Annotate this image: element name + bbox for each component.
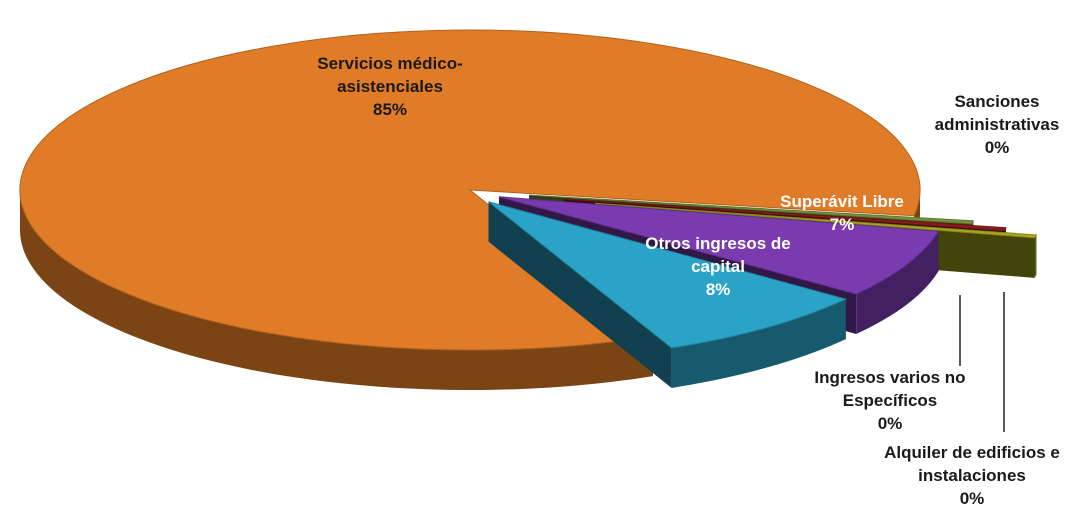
slice <box>19 29 921 351</box>
data-label: Otros ingresos de capital 8% <box>643 232 793 301</box>
slice-name: Alquiler de edificios e instalaciones <box>884 443 1060 485</box>
slice-value: 7% <box>829 215 855 234</box>
slice <box>488 201 848 349</box>
slice-side <box>20 190 654 390</box>
slice-name: Superávit Libre <box>780 192 904 211</box>
slice-group <box>488 201 848 388</box>
slice <box>563 198 1007 232</box>
slice <box>529 194 975 225</box>
data-label: Alquiler de edificios e instalaciones 0% <box>862 441 1076 510</box>
slice-side <box>1034 234 1037 278</box>
slice-value: 0% <box>877 414 903 433</box>
slice-side <box>671 299 846 388</box>
slice-value: 8% <box>705 280 731 299</box>
slice <box>498 196 940 295</box>
slice-name: Ingresos varios no Específicos <box>814 368 966 410</box>
slice-name: Servicios médico-asistenciales <box>317 54 463 96</box>
slice-side <box>856 231 939 335</box>
slice-name: Otros ingresos de capital <box>645 234 791 276</box>
slice-value: 85% <box>372 100 408 119</box>
data-label: Superávit Libre 7% <box>767 190 917 236</box>
slice-value: 0% <box>959 489 985 508</box>
data-label: Servicios médico-asistenciales 85% <box>290 52 490 121</box>
slice-cut-face <box>488 201 672 388</box>
data-label: Sanciones administrativas 0% <box>912 90 1076 159</box>
slice-value: 0% <box>984 138 1010 157</box>
data-label: Ingresos varios no Específicos 0% <box>790 366 990 435</box>
slice <box>595 202 1038 239</box>
slice-name: Sanciones administrativas <box>934 92 1060 134</box>
